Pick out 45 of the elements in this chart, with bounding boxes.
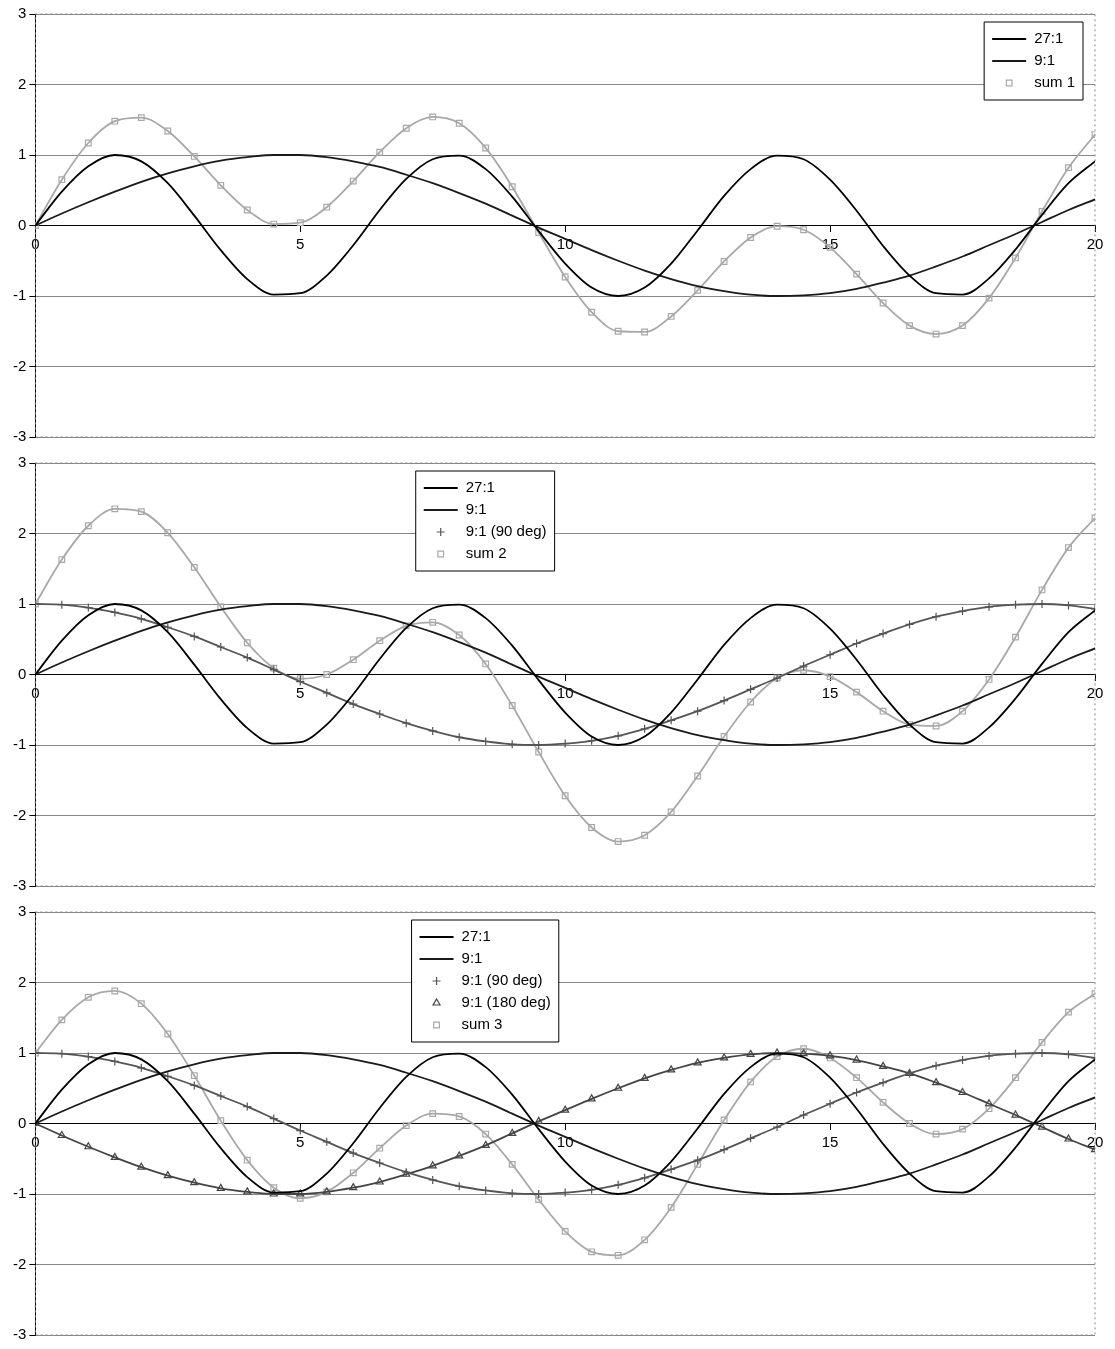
y-tick-label: 3 <box>17 4 27 22</box>
y-tick-label: 2 <box>17 74 27 92</box>
x-tick-label: 15 <box>821 1132 839 1150</box>
legend-label: 27:1 <box>461 927 491 945</box>
y-tick-label: -2 <box>12 1254 27 1272</box>
x-tick-label: 15 <box>821 683 839 701</box>
x-tick-label: 5 <box>296 683 305 701</box>
y-tick-label: 1 <box>17 145 27 163</box>
legend-label: sum 3 <box>461 1015 503 1033</box>
x-tick-label: 5 <box>296 1132 305 1150</box>
x-tick-label: 15 <box>821 234 839 252</box>
y-tick-label: -3 <box>12 876 27 894</box>
legend-label: 9:1 <box>461 949 483 967</box>
y-tick-label: -3 <box>12 1325 27 1343</box>
legend-label: 27:1 <box>1034 29 1064 47</box>
y-tick-label: 0 <box>17 1113 27 1131</box>
y-tick-label: 1 <box>17 1043 27 1061</box>
legend-label: 9:1 (90 deg) <box>465 522 547 540</box>
y-tick-label: -2 <box>12 805 27 823</box>
y-tick-label: 2 <box>17 972 27 990</box>
legend-label: 27:1 <box>465 478 495 496</box>
y-tick-label: 0 <box>17 215 27 233</box>
x-tick-label: 5 <box>296 234 305 252</box>
y-tick-label: -1 <box>12 735 27 753</box>
x-tick-label: 10 <box>556 683 574 701</box>
x-tick-label: 10 <box>556 1132 574 1150</box>
y-tick-label: 1 <box>17 594 27 612</box>
y-tick-label: -1 <box>12 1184 27 1202</box>
y-tick-label: -2 <box>12 356 27 374</box>
y-tick-label: 3 <box>17 902 27 920</box>
legend-label: 9:1 <box>1034 51 1056 69</box>
y-tick-label: 0 <box>17 664 27 682</box>
y-tick-label: 2 <box>17 523 27 541</box>
y-tick-label: -1 <box>12 286 27 304</box>
legend-label: sum 1 <box>1034 73 1076 91</box>
x-tick-label: 20 <box>1086 1132 1104 1150</box>
legend-label: 9:1 (180 deg) <box>461 993 551 1011</box>
legend-label: sum 2 <box>465 544 507 562</box>
legend-label: 9:1 (90 deg) <box>461 971 543 989</box>
x-tick-label: 20 <box>1086 234 1104 252</box>
x-tick-label: 10 <box>556 234 574 252</box>
x-tick-label: 20 <box>1086 683 1104 701</box>
y-tick-label: 3 <box>17 453 27 471</box>
legend-label: 9:1 <box>465 500 487 518</box>
y-tick-label: -3 <box>12 427 27 445</box>
